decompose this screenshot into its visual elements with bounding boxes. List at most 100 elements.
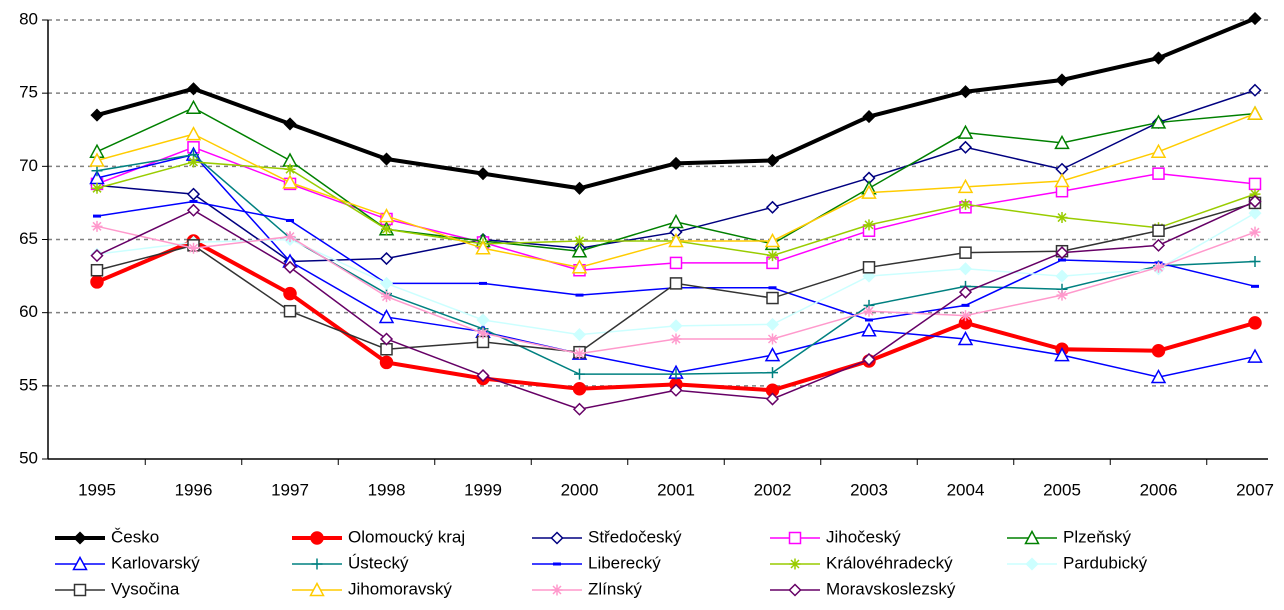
marker [958, 262, 973, 276]
marker [283, 286, 297, 301]
marker [1025, 557, 1039, 571]
marker [571, 243, 588, 258]
marker [765, 317, 780, 331]
legend-label: Jihočeský [826, 527, 901, 546]
marker [572, 328, 587, 342]
marker [476, 167, 490, 181]
marker [765, 153, 780, 168]
marker [669, 319, 683, 333]
x-tick-label: 2001 [657, 480, 695, 499]
marker [788, 583, 802, 597]
x-tick-label: 1996 [175, 480, 213, 499]
x-tick-label: 2003 [850, 480, 888, 499]
marker [476, 369, 490, 383]
marker [574, 235, 585, 247]
x-tick-label: 2006 [1140, 480, 1178, 499]
marker [574, 368, 585, 380]
legend-label: Jihomoravský [348, 579, 452, 598]
marker [1024, 529, 1040, 545]
marker [379, 355, 394, 370]
marker [1153, 261, 1164, 273]
marker [765, 392, 780, 406]
y-tick-label: 70 [19, 156, 38, 175]
marker [311, 558, 323, 570]
marker [310, 531, 324, 545]
marker [862, 352, 876, 367]
marker [861, 184, 877, 199]
marker [1248, 206, 1262, 220]
legend-label: Pardubický [1063, 553, 1148, 572]
x-tick-label: 1995 [78, 480, 116, 499]
marker [960, 310, 971, 322]
marker [186, 82, 201, 96]
x-tick-label: 2007 [1236, 480, 1274, 499]
y-tick-label: 55 [19, 375, 38, 394]
marker [188, 156, 199, 168]
x-tick-label: 2002 [754, 480, 792, 499]
marker [669, 256, 683, 270]
marker [1151, 51, 1166, 65]
marker [572, 402, 587, 416]
marker [89, 152, 105, 167]
marker [958, 85, 973, 99]
marker [188, 242, 199, 254]
marker [90, 275, 104, 289]
marker [477, 327, 489, 339]
x-tick-label: 2004 [947, 480, 985, 499]
marker [960, 198, 971, 210]
marker [863, 219, 875, 231]
marker [381, 291, 392, 303]
marker [73, 583, 87, 597]
legend-label: Středočeský [588, 527, 682, 546]
marker [185, 99, 202, 115]
y-tick-label: 80 [19, 9, 38, 28]
legend-label: Karlovarský [111, 553, 200, 572]
marker [766, 291, 779, 305]
marker [669, 383, 683, 397]
marker [1150, 368, 1167, 384]
marker [1248, 177, 1262, 191]
marker [282, 174, 298, 189]
marker [1056, 289, 1068, 301]
marker [668, 213, 684, 229]
marker [574, 348, 585, 360]
marker [957, 330, 974, 346]
legend-label: Liberecký [588, 553, 661, 572]
marker [1151, 343, 1166, 358]
marker [379, 276, 394, 290]
marker [1247, 105, 1263, 120]
marker [669, 277, 683, 290]
marker [90, 263, 104, 277]
marker [1247, 348, 1263, 363]
marker [862, 269, 876, 283]
marker [668, 232, 684, 248]
marker [670, 368, 682, 380]
marker [572, 382, 587, 396]
y-tick-label: 50 [19, 448, 38, 467]
marker [381, 223, 392, 235]
marker [764, 232, 781, 248]
marker [958, 285, 973, 299]
marker [284, 163, 296, 175]
marker [669, 156, 683, 170]
marker [1152, 167, 1165, 180]
marker [764, 347, 781, 362]
marker [1152, 224, 1165, 237]
legend-label: Plzeňský [1063, 527, 1132, 546]
marker [1054, 172, 1070, 188]
marker [1249, 188, 1261, 200]
marker [186, 187, 201, 201]
marker [1150, 114, 1167, 129]
marker [1248, 83, 1262, 97]
marker [284, 231, 296, 243]
y-tick-label: 60 [19, 302, 38, 321]
legend-label: Vysočina [111, 579, 180, 598]
x-tick-label: 1998 [368, 480, 406, 499]
marker [1248, 316, 1262, 330]
marker [1249, 226, 1261, 238]
marker [957, 178, 974, 194]
legend-label: Olomoucký kraj [348, 527, 465, 546]
marker [1054, 134, 1070, 150]
marker [550, 531, 564, 545]
marker [309, 581, 325, 597]
